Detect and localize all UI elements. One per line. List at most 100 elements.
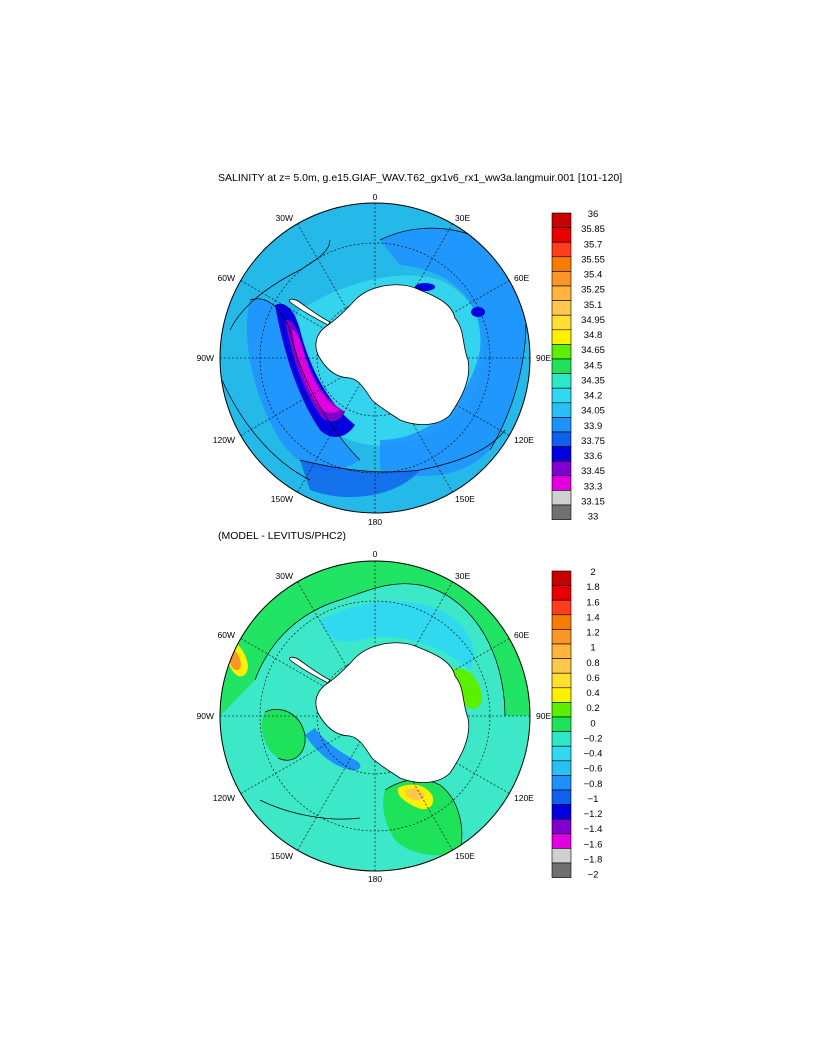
- colorbar-label: 35.85: [581, 224, 605, 235]
- colorbar-swatch: [551, 570, 572, 586]
- salinity-contour-4: [229, 239, 331, 331]
- difference-contour-3: [264, 709, 306, 761]
- colorbar-label: 0: [590, 718, 595, 729]
- colorbar-swatch: [551, 344, 572, 360]
- colorbar-swatch: [551, 775, 572, 791]
- salinity-colorbar: 36 35.85 35.7 35.55 35.4 35.25 35.1 34.95 34.8 34…: [551, 209, 605, 523]
- salinity-contour-1: [249, 298, 361, 461]
- salinity-label-30e: 30E: [455, 213, 470, 223]
- colorbar-label: 33.6: [584, 451, 603, 462]
- salinity-label-180: 180: [368, 517, 382, 527]
- difference-green-patch-east: [451, 668, 483, 709]
- colorbar-label: 35.25: [581, 285, 605, 296]
- colorbar-label: −0.6: [584, 764, 603, 775]
- colorbar-swatch: [551, 227, 572, 243]
- colorbar-swatch: [551, 271, 572, 287]
- colorbar-swatch: [551, 402, 572, 418]
- salinity-label-60e: 60E: [514, 273, 529, 283]
- salinity-label-90e: 90E: [536, 353, 551, 363]
- colorbar-label: 33.45: [581, 466, 605, 477]
- colorbar-swatch: [551, 475, 572, 491]
- colorbar-swatch: [551, 460, 572, 477]
- colorbar-swatch: [551, 504, 572, 520]
- colorbar-swatch: [551, 818, 572, 835]
- colorbar-label: 1.6: [586, 597, 599, 608]
- colorbar-swatch: [551, 629, 572, 645]
- difference-antarctic-peninsula: [289, 656, 331, 684]
- colorbar-swatch: [551, 446, 572, 462]
- colorbar-swatch: [551, 687, 572, 703]
- salinity-blue-region-south: [300, 460, 420, 498]
- colorbar-label: −2: [588, 870, 599, 881]
- colorbar-swatch: [551, 804, 572, 820]
- salinity-label-120e: 120E: [514, 435, 534, 445]
- difference-orange-patch: [405, 788, 425, 801]
- colorbar-label: 0.6: [586, 673, 599, 684]
- colorbar-label: −1.4: [584, 824, 603, 835]
- colorbar-swatch: [551, 672, 572, 689]
- colorbar-swatch: [551, 731, 572, 747]
- colorbar-label: 1.8: [586, 582, 599, 593]
- colorbar-label: 33.3: [584, 481, 603, 492]
- salinity-antarctica-landmass: [315, 284, 470, 425]
- colorbar-swatch: [551, 599, 572, 616]
- difference-label-150e: 150E: [455, 851, 475, 861]
- salinity-antarctic-peninsula: [289, 298, 331, 326]
- colorbar-label: 35.7: [584, 239, 603, 250]
- salinity-label-90w: 90W: [197, 353, 214, 363]
- colorbar-swatch: [551, 585, 572, 601]
- colorbar-swatch: [551, 212, 572, 228]
- colorbar-label: −1: [588, 794, 599, 805]
- colorbar-swatch: [551, 387, 572, 404]
- colorbar-swatch: [551, 300, 572, 316]
- colorbar-label: 35.1: [584, 300, 603, 311]
- salinity-map-border: [219, 202, 531, 514]
- salinity-low-region-magenta: [292, 330, 340, 413]
- colorbar-label: 34.2: [584, 391, 603, 402]
- colorbar-swatch: [551, 862, 572, 878]
- difference-cyan-region-north: [320, 601, 474, 670]
- salinity-label-120w: 120W: [213, 435, 235, 445]
- colorbar-swatch: [551, 833, 572, 849]
- colorbar-label: −0.2: [584, 733, 603, 744]
- difference-contour-5: [259, 799, 361, 820]
- colorbar-label: 35.55: [581, 254, 605, 265]
- salinity-label-150e: 150E: [455, 494, 475, 504]
- difference-colorbar: 2 1.8 1.6 1.4 1.2 1 0.8 0.6 0.4 0.2 0 −0.2 −0.4 −0.6 −…: [551, 567, 603, 881]
- salinity-contour-3: [299, 429, 506, 473]
- difference-contour-2: [254, 583, 506, 717]
- colorbar-label: 33.15: [581, 496, 605, 507]
- colorbar-label: 34.05: [581, 406, 605, 417]
- colorbar-label: 35.4: [584, 270, 603, 281]
- colorbar-swatch: [551, 241, 572, 258]
- difference-panel: 0 180 90W 90E 30W 60W 30E 60E 120W 150W …: [197, 549, 603, 884]
- colorbar-swatch: [551, 431, 572, 447]
- colorbar-swatch: [551, 256, 572, 272]
- colorbar-label: −0.4: [584, 749, 603, 760]
- difference-label-0: 0: [373, 549, 378, 559]
- colorbar-label: 0.4: [586, 688, 599, 699]
- difference-green-patch-west: [261, 709, 306, 761]
- plot-title: SALINITY at z= 5.0m, g.e15.GIAF_WAV.T62_…: [218, 172, 623, 184]
- salinity-label-30w: 30W: [276, 213, 293, 223]
- difference-label-180: 180: [368, 874, 382, 884]
- difference-label-90e: 90E: [536, 711, 551, 721]
- colorbar-swatch: [551, 358, 572, 374]
- colorbar-swatch: [551, 329, 572, 345]
- colorbar-swatch: [551, 702, 572, 718]
- difference-label-120e: 120E: [514, 793, 534, 803]
- difference-label-30w: 30W: [276, 571, 293, 581]
- colorbar-label: 34.65: [581, 345, 605, 356]
- colorbar-swatch: [551, 760, 572, 776]
- difference-label-60e: 60E: [514, 630, 529, 640]
- colorbar-label: −0.8: [584, 779, 603, 790]
- colorbar-label: 0.2: [586, 703, 599, 714]
- salinity-label-60w: 60W: [218, 273, 235, 283]
- difference-contour-4: [384, 779, 463, 851]
- salinity-dark-patch-east: [471, 307, 485, 317]
- colorbar-swatch: [551, 285, 572, 301]
- colorbar-label: 34.5: [584, 360, 603, 371]
- colorbar-swatch: [551, 789, 572, 805]
- colorbar-label: 1.4: [586, 612, 599, 623]
- colorbar-label: 33: [588, 512, 599, 523]
